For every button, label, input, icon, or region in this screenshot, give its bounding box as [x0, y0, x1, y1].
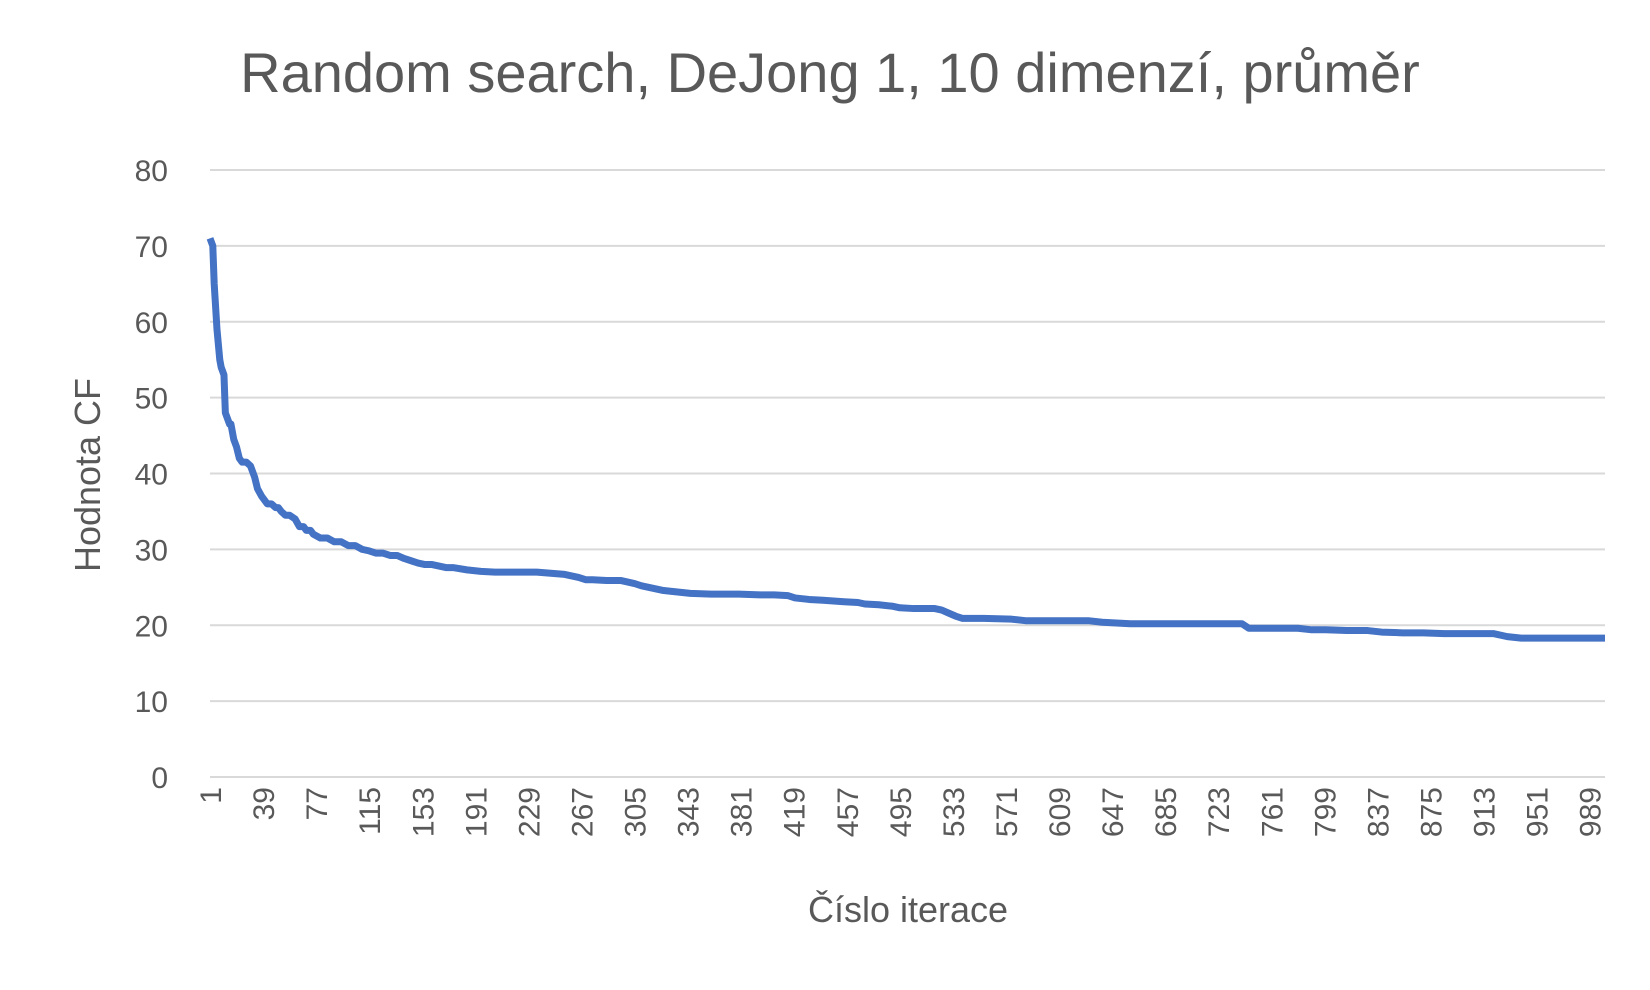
- x-tick-label: 153: [407, 787, 440, 837]
- x-tick-label: 799: [1309, 787, 1342, 837]
- x-tick-label: 533: [938, 787, 971, 837]
- y-tick-label: 60: [135, 307, 168, 340]
- y-tick-label: 20: [135, 610, 168, 643]
- x-tick-label: 229: [513, 787, 546, 837]
- x-tick-label: 761: [1256, 787, 1289, 837]
- x-tick-label: 115: [354, 787, 387, 835]
- x-tick-label: 191: [460, 787, 493, 837]
- x-tick-label: 875: [1415, 787, 1448, 837]
- x-tick-label: 685: [1150, 787, 1183, 837]
- x-tick-label: 77: [301, 787, 334, 820]
- x-tick-label: 837: [1362, 787, 1395, 837]
- y-tick-label: 0: [151, 762, 168, 795]
- y-tick-label: 70: [135, 231, 168, 264]
- x-tick-label: 495: [885, 787, 918, 837]
- gridlines: [210, 169, 1605, 778]
- y-axis-ticks: 0 10 20 30 40 50 60 70 80: [135, 155, 168, 795]
- x-tick-label: 39: [248, 787, 281, 820]
- x-tick-label: 267: [566, 787, 599, 837]
- y-axis-title: Hodnota CF: [67, 378, 108, 572]
- x-tick-label: 381: [726, 787, 759, 837]
- x-tick-label: 343: [673, 787, 706, 837]
- y-tick-label: 30: [135, 534, 168, 567]
- y-tick-label: 80: [135, 155, 168, 188]
- x-tick-label: 571: [991, 787, 1024, 837]
- x-axis-ticks: 1 39 77 115 153 191 229 267 305 343 381 419 457 495 53…: [195, 787, 1608, 837]
- x-tick-label: 609: [1044, 787, 1077, 837]
- x-tick-label: 951: [1522, 787, 1555, 837]
- x-tick-label: 913: [1469, 787, 1502, 837]
- chart-title: Random search, DeJong 1, 10 dimenzí, prů…: [240, 41, 1420, 104]
- x-tick-label: 1: [195, 787, 228, 804]
- x-tick-label: 989: [1575, 787, 1608, 837]
- y-tick-label: 10: [135, 686, 168, 719]
- x-tick-label: 305: [620, 787, 653, 837]
- x-tick-label: 723: [1203, 787, 1236, 837]
- x-axis-title: Číslo iterace: [808, 889, 1008, 930]
- series-layer: [206, 237, 1605, 642]
- x-tick-label: 419: [779, 787, 812, 837]
- series-line: [206, 237, 1605, 642]
- y-tick-label: 50: [135, 383, 168, 416]
- x-tick-label: 647: [1097, 787, 1130, 837]
- x-tick-label: 457: [832, 787, 865, 837]
- y-tick-label: 40: [135, 459, 168, 492]
